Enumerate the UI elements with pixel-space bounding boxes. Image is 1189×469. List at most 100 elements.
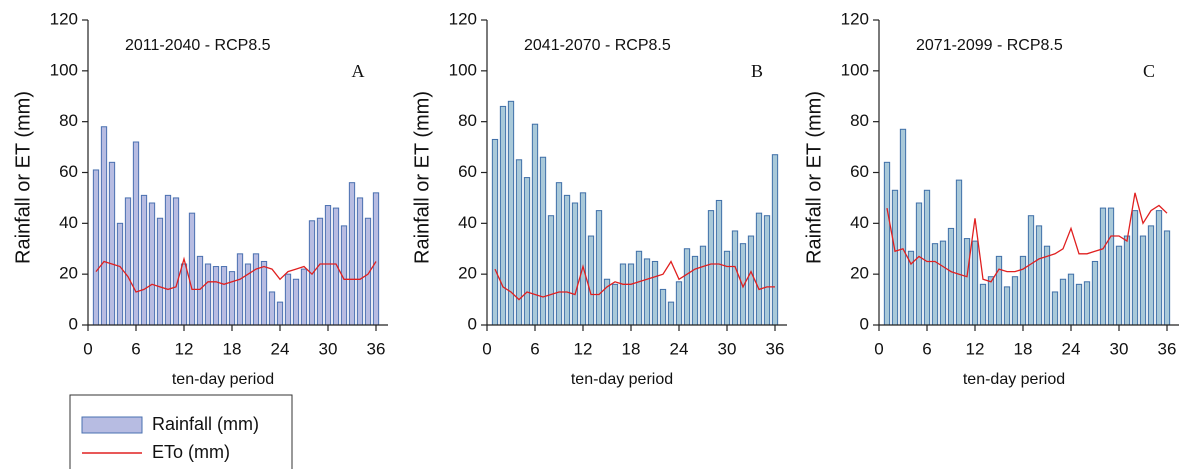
bar bbox=[196, 255, 204, 326]
bar bbox=[547, 215, 555, 326]
bar bbox=[180, 263, 188, 326]
line bbox=[494, 260, 775, 301]
bar bbox=[723, 250, 731, 326]
bar bbox=[316, 217, 324, 326]
bar bbox=[683, 248, 691, 326]
bar bbox=[891, 189, 899, 326]
bar bbox=[659, 288, 667, 326]
bar bbox=[963, 238, 971, 326]
bar bbox=[691, 255, 699, 326]
bar bbox=[1115, 245, 1123, 326]
bar bbox=[1107, 207, 1115, 326]
x-tick-label: 12 bbox=[966, 339, 985, 358]
bar bbox=[643, 258, 651, 326]
y-axis-label: Rainfall or ET (mm) bbox=[803, 91, 825, 264]
bar bbox=[1155, 210, 1163, 326]
y-tick-label: 120 bbox=[449, 9, 477, 28]
y-tick-label: 80 bbox=[458, 111, 477, 130]
y-tick-label: 120 bbox=[50, 9, 78, 28]
bar bbox=[212, 266, 220, 326]
y-tick-label: 20 bbox=[850, 264, 869, 283]
panel-label: A bbox=[352, 61, 365, 81]
bar bbox=[763, 215, 771, 326]
bar bbox=[595, 210, 603, 326]
bar bbox=[228, 271, 236, 326]
bar bbox=[1011, 276, 1019, 326]
bar bbox=[1083, 281, 1091, 326]
bar bbox=[755, 212, 763, 326]
legend-swatch bbox=[81, 416, 143, 434]
bar bbox=[499, 105, 507, 326]
y-tick-label: 40 bbox=[458, 213, 477, 232]
bar bbox=[923, 189, 931, 326]
line bbox=[95, 256, 377, 293]
x-tick-label: 36 bbox=[766, 339, 785, 358]
bar bbox=[955, 179, 963, 326]
y-axis-label: Rainfall or ET (mm) bbox=[411, 91, 433, 264]
bar bbox=[1051, 291, 1059, 326]
bar bbox=[1059, 278, 1067, 326]
bar bbox=[204, 263, 212, 326]
y-tick-label: 120 bbox=[841, 9, 869, 28]
x-tick-label: 24 bbox=[271, 339, 290, 358]
annotation: 2071-2099 - RCP8.5 bbox=[916, 37, 1063, 54]
bar bbox=[324, 205, 332, 326]
bar bbox=[987, 276, 995, 326]
bar bbox=[627, 263, 635, 326]
bar bbox=[771, 154, 779, 326]
bar bbox=[372, 192, 380, 326]
bar bbox=[939, 240, 947, 326]
x-tick-label: 18 bbox=[1014, 339, 1033, 358]
bar bbox=[931, 243, 939, 326]
x-tick-label: 18 bbox=[223, 339, 242, 358]
bar bbox=[1131, 210, 1139, 326]
bar bbox=[268, 291, 276, 326]
bar bbox=[188, 212, 196, 326]
y-tick-label: 80 bbox=[59, 111, 78, 130]
bar bbox=[579, 192, 587, 326]
y-tick-label: 60 bbox=[458, 162, 477, 181]
x-tick-label: 0 bbox=[874, 339, 883, 358]
panel-label: B bbox=[751, 61, 763, 81]
bar bbox=[252, 253, 260, 326]
legend-label: ETo (mm) bbox=[152, 442, 230, 462]
y-tick-label: 20 bbox=[59, 264, 78, 283]
x-tick-label: 24 bbox=[1062, 339, 1081, 358]
y-tick-label: 40 bbox=[850, 213, 869, 232]
bar bbox=[108, 161, 116, 326]
y-tick-label: 100 bbox=[841, 60, 869, 79]
bar bbox=[883, 161, 891, 326]
x-axis-label: ten-day period bbox=[963, 371, 1065, 388]
x-axis-label: ten-day period bbox=[172, 371, 274, 388]
bar bbox=[571, 202, 579, 326]
bar bbox=[1091, 260, 1099, 326]
bar bbox=[236, 253, 244, 326]
bar bbox=[92, 169, 100, 326]
bar bbox=[100, 126, 108, 326]
bar bbox=[140, 194, 148, 326]
x-tick-label: 30 bbox=[319, 339, 338, 358]
bar bbox=[1067, 273, 1075, 326]
bar bbox=[699, 245, 707, 326]
y-tick-label: 60 bbox=[59, 162, 78, 181]
bar bbox=[356, 197, 364, 326]
bar bbox=[587, 235, 595, 326]
x-axis-label: ten-day period bbox=[571, 371, 673, 388]
x-tick-label: 12 bbox=[574, 339, 593, 358]
bar bbox=[284, 273, 292, 326]
bar bbox=[132, 141, 140, 326]
bar bbox=[1147, 225, 1155, 326]
bar bbox=[220, 266, 228, 326]
legend-label: Rainfall (mm) bbox=[152, 414, 259, 434]
y-tick-label: 100 bbox=[449, 60, 477, 79]
bar bbox=[971, 240, 979, 326]
x-tick-label: 36 bbox=[1158, 339, 1177, 358]
bar bbox=[1075, 283, 1083, 326]
bar bbox=[1163, 230, 1171, 326]
y-tick-label: 0 bbox=[468, 314, 477, 333]
bar bbox=[300, 268, 308, 326]
bar bbox=[611, 283, 619, 326]
bar bbox=[348, 182, 356, 326]
bar bbox=[276, 301, 284, 326]
bar bbox=[667, 301, 675, 326]
